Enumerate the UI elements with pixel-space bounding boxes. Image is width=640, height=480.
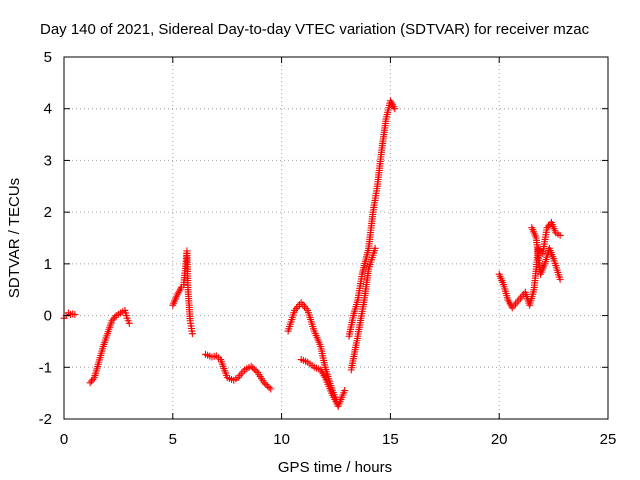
data-point (543, 224, 551, 232)
trace-point (262, 380, 270, 388)
trace-point (265, 383, 273, 391)
series-segment-6 (345, 97, 399, 340)
y-tick-label: 0 (44, 308, 52, 325)
trace-point (89, 375, 97, 383)
data-point (391, 105, 399, 113)
data-point (341, 387, 349, 395)
x-tick-label: 15 (382, 431, 399, 448)
series-segment-5-lower (297, 356, 342, 410)
data-point (267, 385, 275, 393)
data-point (556, 231, 564, 239)
data-point (108, 317, 116, 325)
plot-frame (63, 56, 609, 420)
trace-point (252, 367, 260, 375)
data-point (334, 402, 342, 410)
y-tick-label: -1 (39, 359, 52, 376)
data-point (188, 330, 196, 338)
data-point (125, 319, 133, 327)
y-tick-labels: -2 -1 0 1 2 3 4 5 (39, 49, 52, 428)
data-point (247, 362, 255, 370)
trace-point (250, 365, 258, 373)
data-point (86, 379, 94, 387)
series-segment-2 (86, 306, 133, 387)
y-tick-label: -2 (39, 411, 52, 428)
chart-title: Day 140 of 2021, Sidereal Day-to-day VTE… (40, 21, 590, 38)
y-tick-label: 1 (44, 256, 52, 273)
x-tick-label: 10 (273, 431, 290, 448)
y-tick-label: 3 (44, 152, 52, 169)
y-tick-label: 2 (44, 204, 52, 221)
trace-point (88, 377, 96, 385)
data-point (71, 311, 79, 319)
trace-point (263, 382, 271, 390)
y-tick-label: 4 (44, 101, 52, 118)
series-segment-7 (495, 218, 564, 312)
data-point (371, 244, 379, 252)
data-points (60, 97, 564, 410)
series-segment-3 (169, 247, 196, 338)
x-tick-label: 20 (491, 431, 508, 448)
series-segment-6-return (347, 244, 379, 374)
grid-layer (64, 57, 608, 419)
x-tick-labels: 0 5 10 15 20 25 (60, 431, 617, 448)
x-tick-label: 0 (60, 431, 68, 448)
trace-point (109, 315, 117, 323)
x-axis-label: GPS time / hours (278, 459, 392, 476)
x-tick-label: 25 (600, 431, 617, 448)
series-segment-4 (201, 350, 275, 393)
trace-point (249, 364, 257, 372)
y-tick-label: 5 (44, 49, 52, 66)
data-point (260, 379, 268, 387)
trace-point (545, 222, 553, 230)
series-segment-7-lower (528, 224, 564, 283)
y-axis-label: SDTVAR / TECUs (6, 178, 23, 298)
axis-ticks (63, 56, 609, 420)
data-point (556, 275, 564, 283)
trace-point (111, 313, 119, 321)
x-tick-label: 5 (169, 431, 177, 448)
